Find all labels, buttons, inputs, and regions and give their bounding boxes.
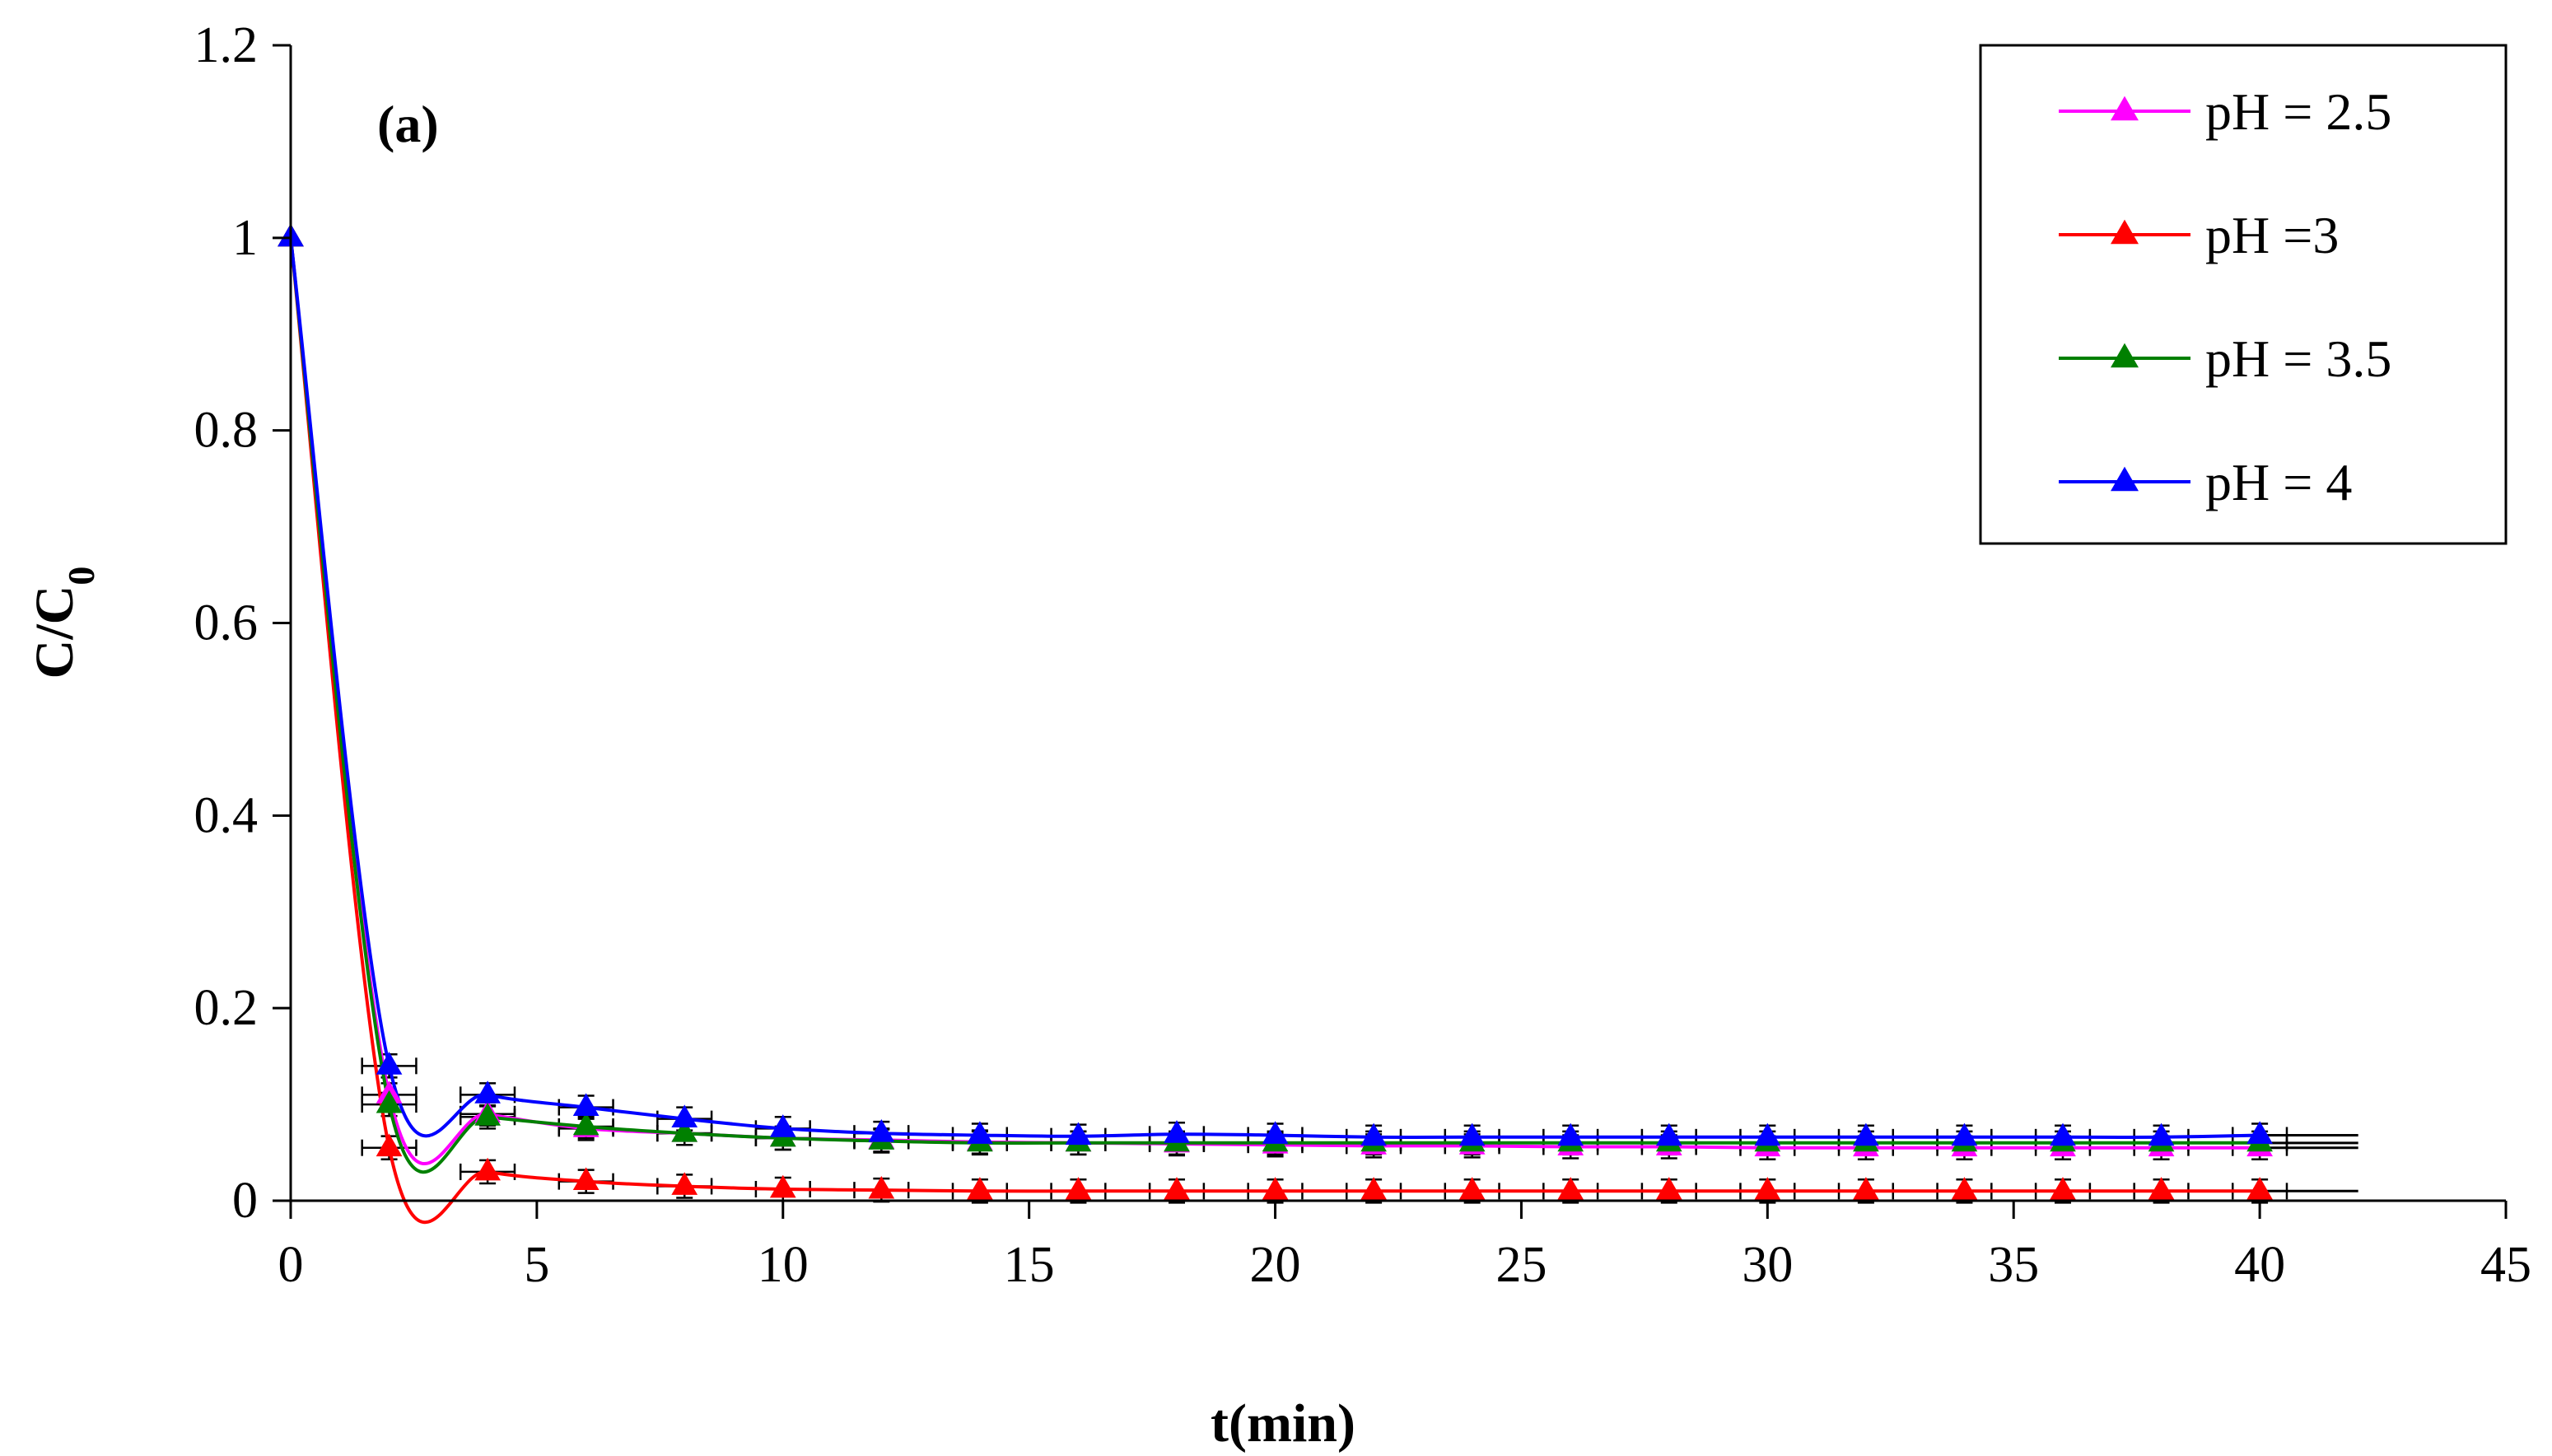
x-tick-label: 0 xyxy=(278,1237,304,1293)
series-lines xyxy=(289,237,2260,1225)
data-point xyxy=(1951,1122,1978,1146)
y-ticks: 0 0.2 0.4 0.6 0.8 1 1.2 xyxy=(194,17,291,1229)
legend-entry: pH = 3.5 xyxy=(2059,329,2391,388)
data-point xyxy=(1754,1122,1781,1146)
x-tick-label: 40 xyxy=(2234,1237,2285,1293)
data-point xyxy=(1065,1122,1092,1146)
y-tick-label: 0.4 xyxy=(194,787,259,843)
x-ticks: 0 5 10 15 20 25 30 35 40 45 xyxy=(278,1201,2531,1293)
data-point xyxy=(1557,1122,1584,1146)
data-point xyxy=(868,1175,895,1199)
data-point xyxy=(1164,1177,1190,1200)
series-line-0 xyxy=(289,237,2260,1166)
data-point xyxy=(2050,1177,2076,1200)
data-point xyxy=(1065,1177,1092,1200)
legend-swatch-marker xyxy=(2111,343,2139,368)
data-point xyxy=(1262,1177,1289,1200)
data-point xyxy=(572,1167,600,1191)
data-point xyxy=(1557,1177,1584,1200)
data-point xyxy=(2050,1122,2076,1146)
x-tick-label: 30 xyxy=(1742,1237,1793,1293)
data-point xyxy=(2246,1121,2273,1144)
y-tick-label: 1.2 xyxy=(194,17,259,73)
y-tick-label: 0.6 xyxy=(194,595,259,651)
y-tick-label: 0 xyxy=(232,1173,258,1229)
series-line-2 xyxy=(289,237,2260,1174)
legend-box xyxy=(1979,44,2508,545)
legend-entry: pH = 2.5 xyxy=(2059,82,2391,141)
legend-label: pH = 3.5 xyxy=(2205,329,2391,388)
data-point xyxy=(1754,1177,1781,1200)
x-tick-label: 20 xyxy=(1250,1237,1301,1293)
data-point xyxy=(1853,1177,1879,1200)
x-tick-label: 45 xyxy=(2480,1237,2531,1293)
legend-swatch-marker xyxy=(2111,466,2139,492)
legend-entry: pH =3 xyxy=(2059,206,2339,264)
data-point xyxy=(1262,1121,1289,1144)
data-point xyxy=(2148,1122,2175,1146)
data-point xyxy=(769,1174,796,1198)
x-tick-label: 5 xyxy=(524,1237,549,1293)
series-line-3 xyxy=(289,237,2260,1139)
legend-label: pH = 4 xyxy=(2205,453,2352,511)
data-point xyxy=(967,1177,993,1200)
data-point xyxy=(376,1052,403,1075)
data-point xyxy=(1458,1177,1486,1200)
y-axis-title-main: C/C xyxy=(25,586,85,679)
data-point xyxy=(1458,1122,1486,1146)
y-axis-title: C/C0 xyxy=(25,567,102,679)
data-point xyxy=(868,1118,895,1142)
x-tick-label: 10 xyxy=(758,1237,809,1293)
data-point xyxy=(671,1118,698,1142)
data-point xyxy=(474,1157,501,1181)
data-point xyxy=(1655,1177,1682,1200)
data-point xyxy=(2148,1177,2175,1200)
legend: pH = 2.5 pH =3 pH = 3.5 pH = 4 xyxy=(1979,44,2508,545)
y-tick-label: 1 xyxy=(232,210,258,266)
legend-swatch-marker xyxy=(2111,96,2139,121)
data-point xyxy=(967,1121,993,1144)
data-point xyxy=(1164,1120,1190,1143)
y-tick-label: 0.8 xyxy=(194,403,259,459)
data-point xyxy=(376,1133,403,1157)
data-point xyxy=(572,1093,600,1117)
legend-entry: pH = 4 xyxy=(2059,453,2352,511)
data-markers xyxy=(278,223,2273,1200)
data-point xyxy=(769,1114,796,1137)
data-point xyxy=(1360,1122,1387,1146)
x-tick-label: 15 xyxy=(1004,1237,1055,1293)
legend-label: pH = 2.5 xyxy=(2205,82,2391,141)
series-line-1 xyxy=(289,237,2260,1225)
data-point xyxy=(1951,1177,1978,1200)
y-tick-label: 0.2 xyxy=(194,980,259,1036)
x-axis-title: t(min) xyxy=(1211,1393,1355,1454)
data-point xyxy=(671,1104,698,1128)
x-tick-label: 25 xyxy=(1495,1237,1547,1293)
data-point xyxy=(474,1080,501,1104)
data-point xyxy=(376,1090,403,1113)
data-point xyxy=(572,1112,600,1136)
error-bars xyxy=(361,1053,2358,1204)
data-point xyxy=(671,1172,698,1195)
data-point xyxy=(1853,1122,1879,1146)
panel-label: (a) xyxy=(377,95,439,153)
x-tick-label: 35 xyxy=(1988,1237,2039,1293)
y-axis-title-subscript: 0 xyxy=(60,567,102,586)
legend-label: pH =3 xyxy=(2205,206,2339,264)
data-point xyxy=(474,1103,501,1126)
legend-swatch-marker xyxy=(2111,219,2139,245)
data-point xyxy=(2246,1177,2273,1200)
data-point xyxy=(1655,1122,1682,1146)
data-point xyxy=(1360,1177,1387,1200)
